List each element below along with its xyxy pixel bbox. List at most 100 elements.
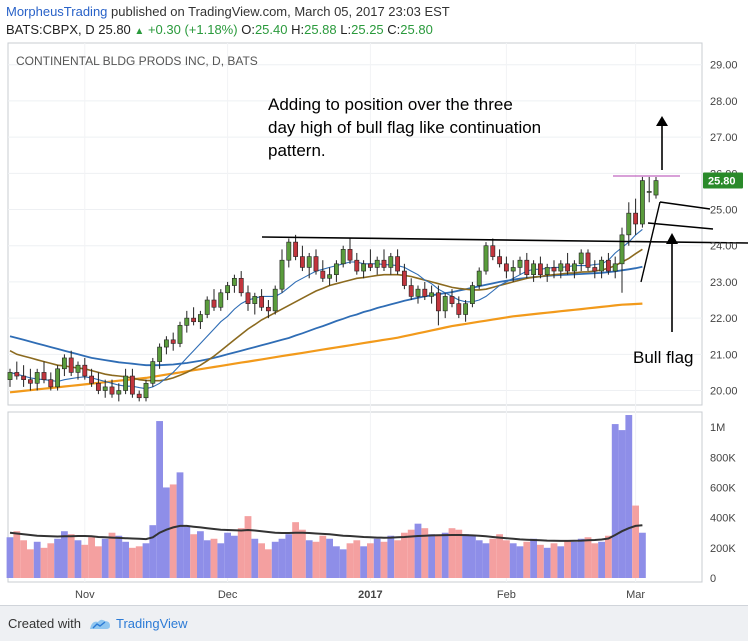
candle-body [306,256,312,268]
candle [265,300,271,319]
volume-bar [387,535,395,578]
ma20-line [9,248,643,382]
volume-bar [333,546,340,578]
candle [381,249,387,272]
volume-bar [54,538,61,578]
candle-body [68,357,74,373]
candle-body [510,267,516,272]
volume-bar [203,540,211,578]
volume-bar [244,516,252,578]
created-with-label: Created with [8,616,81,631]
candle [340,245,346,268]
candle [150,357,156,387]
candle [476,267,482,290]
volume-bar [285,534,293,578]
volume-bar [169,484,177,578]
candle-body [245,292,251,304]
candle-body [429,292,435,297]
volume-bar [455,529,463,578]
flag-lower-line [647,222,714,230]
volume-bar [543,547,551,578]
candle [279,249,285,293]
candle-body [571,263,577,272]
candle [537,256,543,279]
volume-bar [441,532,449,578]
volume-bar [571,541,578,578]
volume-bar [428,534,435,578]
volume-bar [258,543,265,578]
candle-body [109,386,115,395]
volume-bar [503,540,510,578]
candle [102,379,108,398]
volume-bar [312,541,320,578]
open-value: 25.40 [254,22,288,37]
flag-upper-line [659,201,711,210]
volume-bar [299,529,306,578]
candle [48,372,54,391]
candle-body [612,263,618,272]
annotation-text-line: Adding to position over the three [268,95,513,114]
candle [231,274,237,293]
last-price-badge-label: 25.80 [708,176,736,188]
candle-body [442,296,448,312]
candle-body [163,339,169,348]
ma10-line [9,228,643,390]
candle-body [435,292,441,312]
candle [123,368,129,395]
candle-body [333,263,339,275]
ma200-line [9,302,643,394]
candle-body [191,317,197,323]
tradingview-brand-link[interactable]: TradingView [116,616,188,631]
candle-body [211,299,217,308]
price-volume-chart[interactable]: CONTINENTAL BLDG PRODS INC, D, BATS Addin… [0,40,748,605]
candle-body [143,382,149,399]
candle-body [388,256,394,268]
candle-body [469,285,475,304]
candle-body [653,180,659,196]
volume-bar [142,543,150,578]
candle-body [286,241,292,261]
volume-bar [40,547,48,578]
volume-bar [292,522,299,578]
close-value: 25.80 [400,22,433,37]
high-value: 25.88 [304,22,337,37]
candle [544,263,550,282]
candle [374,256,380,275]
volume-bar [20,540,27,578]
candle-body [293,241,299,257]
candle [653,176,659,199]
candle-body [578,252,584,265]
volume-bar [537,544,544,578]
tradingview-logo-icon[interactable] [88,617,112,631]
candle [361,260,367,279]
candle-body [177,325,183,344]
candle [7,368,13,387]
candle [524,252,530,279]
volume-bar [265,549,272,578]
author-link[interactable]: MorpheusTrading [6,4,108,19]
candle [286,238,292,268]
candle [639,176,645,228]
volume-bar [509,543,517,578]
volume-bar [550,543,558,578]
candle [21,365,27,387]
candle-body [89,375,95,384]
candle [170,332,176,351]
volume-bar [13,531,21,578]
candle [619,227,625,293]
candle-body [340,249,346,265]
price-tick-label: 23.00 [710,277,738,289]
volume-bar [183,526,191,578]
candle-body [415,288,421,297]
annotation-text-line: pattern. [268,141,326,160]
candle [245,285,251,311]
volume-bar [435,535,442,578]
candle [585,249,591,272]
time-tick-label: Nov [75,589,95,601]
candle-body [55,368,61,388]
volume-bar [462,534,469,578]
volume-bar [557,546,565,578]
volume-bar [278,538,286,578]
candle [225,281,231,301]
candle [306,252,312,279]
